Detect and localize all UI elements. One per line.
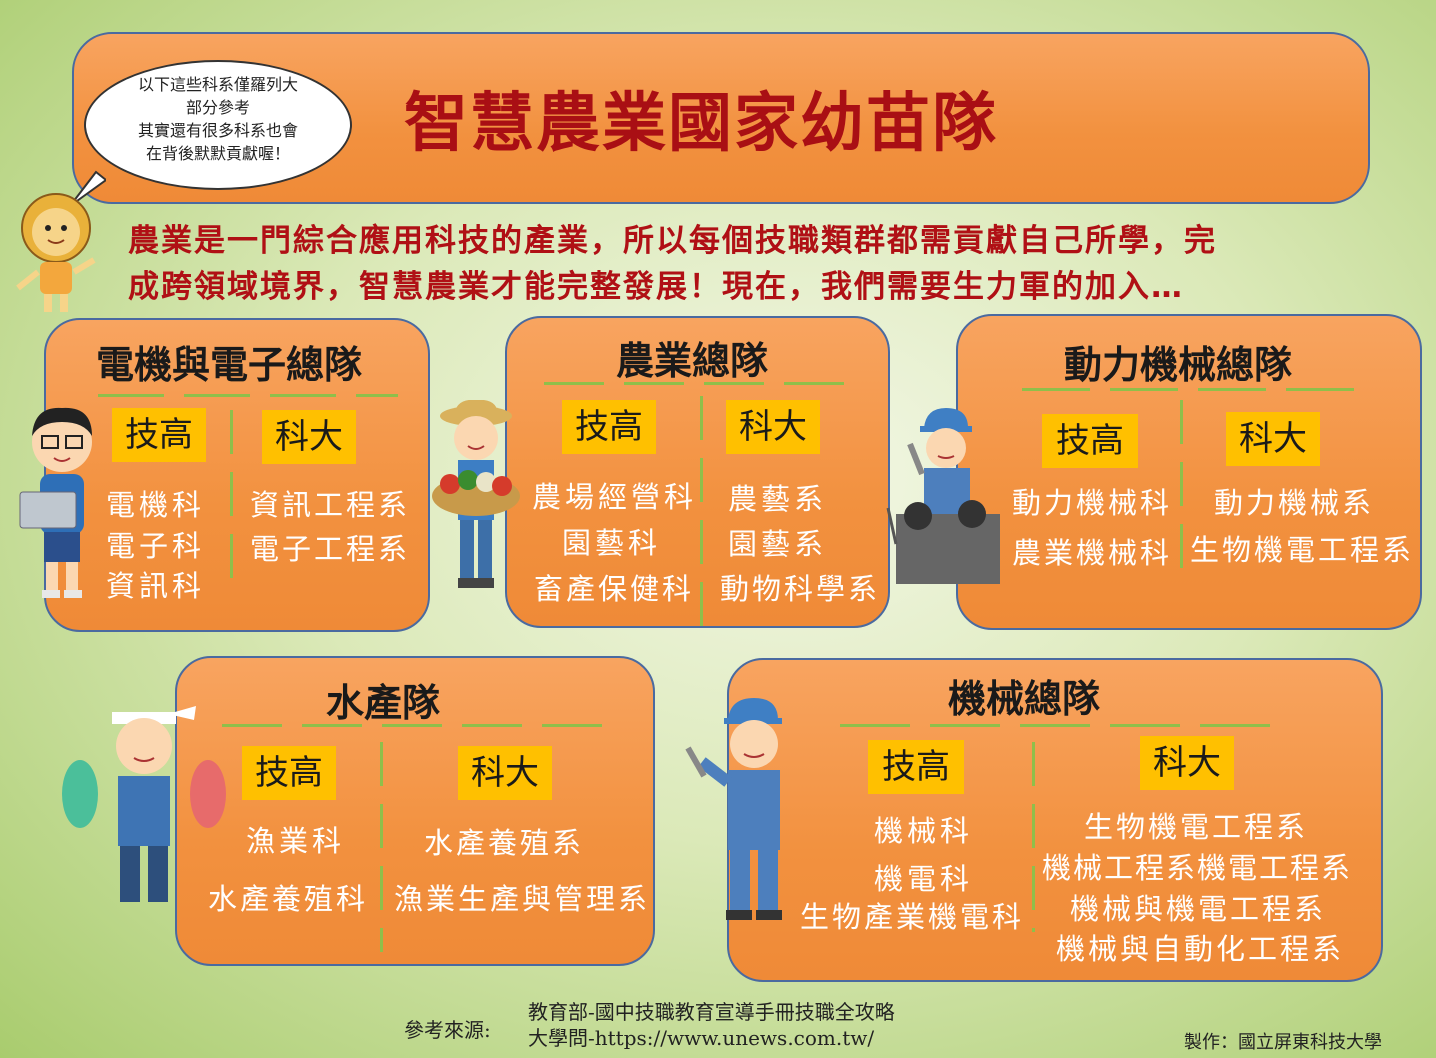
- bubble-line: 部分參考: [185, 98, 250, 117]
- team-title: 電機與電子總隊: [96, 343, 363, 387]
- list-item: 農業機械科: [1012, 536, 1173, 570]
- speech-bubble: 以下這些科系僅羅列大 部分參考 其實還有很多科系也會 在背後默默貢獻喔！: [84, 60, 352, 190]
- page-title: 智慧農業國家幼苗隊: [404, 87, 998, 161]
- divider: [700, 396, 703, 628]
- team-title: 動力機械總隊: [1064, 343, 1293, 387]
- worker-icon: [685, 698, 782, 920]
- divider: [222, 724, 602, 727]
- lion-mascot-icon: [16, 193, 96, 312]
- tag-vocational-high: 技高: [1042, 414, 1138, 468]
- intro-text: 農業是一門綜合應用科技的產業，所以每個技職類群都需貢獻自己所學，完 成跨領域境界…: [128, 218, 1368, 310]
- divider: [98, 394, 398, 397]
- list-item: 機械科: [874, 814, 974, 848]
- bubble-line: 以下這些科系僅羅列大: [137, 75, 298, 94]
- list-item: 動力機械系: [1214, 486, 1375, 520]
- list-item: 漁業生產與管理系: [394, 882, 651, 916]
- list-item: 機械與機電工程系: [1070, 892, 1327, 926]
- list-item: 動力機械科: [1012, 486, 1173, 520]
- team-panel-agri: [505, 316, 890, 628]
- bubble-line: 其實還有很多科系也會: [137, 121, 298, 140]
- tag-university: 科大: [1140, 736, 1234, 790]
- bubble-line: 在背後默默貢獻喔！: [145, 144, 290, 163]
- list-item: 電子工程系: [250, 532, 411, 566]
- list-item: 動物科學系: [720, 572, 881, 606]
- list-item: 機械與自動化工程系: [1056, 932, 1345, 966]
- tag-vocational-high: 技高: [242, 746, 336, 800]
- team-title: 水產隊: [326, 681, 441, 725]
- list-item: 資訊科: [106, 569, 206, 603]
- tag-university: 科大: [1226, 412, 1320, 466]
- credit-text: 製作：國立屏東科技大學: [1184, 1032, 1382, 1053]
- list-item: 水產養殖系: [424, 826, 585, 860]
- divider: [230, 410, 233, 590]
- list-item: 生物產業機電科: [800, 900, 1025, 934]
- divider: [380, 742, 383, 952]
- list-item: 機電科: [874, 862, 974, 896]
- mechanic-icon: [886, 408, 1000, 584]
- team-panel-mech: [727, 658, 1383, 982]
- bubble-tail-icon: [69, 170, 106, 207]
- intro-line: 農業是一門綜合應用科技的產業，所以每個技職類群都需貢獻自己所學，完: [128, 223, 1217, 259]
- list-item: 生物機電工程系: [1084, 810, 1309, 844]
- list-item: 電機科: [106, 488, 206, 522]
- divider: [1180, 400, 1183, 580]
- tag-university: 科大: [262, 410, 356, 464]
- list-item: 電子科: [106, 529, 206, 563]
- list-item: 園藝科: [562, 526, 662, 560]
- team-title: 機械總隊: [948, 677, 1101, 721]
- list-item: 機械工程系機電工程系: [1042, 851, 1353, 885]
- source-reference: 大學問-https://www.unews.com.tw/: [528, 1026, 875, 1050]
- list-item: 農藝系: [728, 482, 828, 516]
- divider: [840, 724, 1284, 727]
- list-item: 園藝系: [728, 527, 828, 561]
- divider: [544, 382, 860, 385]
- list-item: 漁業科: [246, 824, 346, 858]
- tag-vocational-high: 技高: [112, 408, 206, 462]
- list-item: 資訊工程系: [250, 488, 411, 522]
- tag-vocational-high: 技高: [868, 740, 964, 794]
- list-item: 水產養殖科: [208, 882, 369, 916]
- list-item: 生物機電工程系: [1190, 533, 1415, 567]
- tag-vocational-high: 技高: [562, 400, 656, 454]
- fisherman-icon: [62, 706, 226, 902]
- tag-university: 科大: [726, 400, 820, 454]
- divider: [1032, 742, 1035, 932]
- programmer-icon: [19, 407, 92, 598]
- divider: [1022, 388, 1364, 391]
- team-title: 農業總隊: [616, 339, 769, 383]
- team-panel-aqua: [175, 656, 655, 966]
- team-panel-electric: [44, 318, 430, 632]
- intro-line: 成跨領域境界，智慧農業才能完整發展！現在，我們需要生力軍的加入…: [128, 269, 1184, 305]
- tag-university: 科大: [458, 746, 552, 800]
- farmer-icon: [432, 400, 520, 588]
- list-item: 農場經營科: [532, 480, 698, 514]
- source-label: 參考來源:: [404, 1018, 491, 1042]
- team-panel-power: [956, 314, 1422, 630]
- list-item: 畜產保健科: [534, 572, 695, 606]
- source-reference: 教育部-國中技職教育宣導手冊技職全攻略: [528, 1000, 895, 1024]
